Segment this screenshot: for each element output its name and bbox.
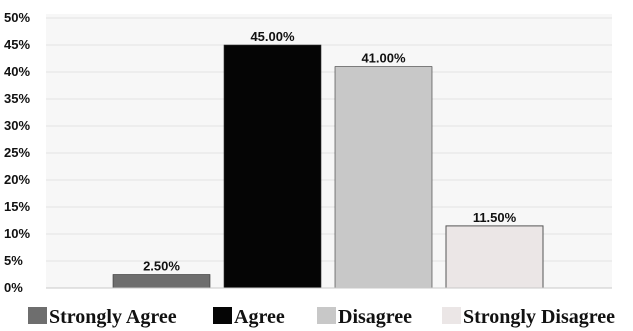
y-axis-ticks: 0% 5% 10% 15% 20% 25% 30% 35% 40% 45% 50% [4,10,30,295]
legend-swatch [317,307,336,324]
legend-label: Strongly Agree [49,306,177,328]
y-tick-label: 10% [4,226,30,241]
legend-swatch [28,307,47,324]
data-label: 41.00% [361,51,406,66]
legend-swatch [442,307,461,324]
bar-disagree [334,66,433,289]
data-label: 45.00% [250,29,295,44]
data-label: 11.50% [473,210,517,225]
legend-label: Disagree [338,306,412,328]
y-tick-label: 50% [4,10,30,25]
legend-label: Agree [234,306,285,328]
legend: Strongly Agree Agree Disagree Strongly Disa… [28,306,615,328]
bars [112,44,544,289]
y-tick-label: 30% [4,118,30,133]
y-tick-label: 0% [4,280,23,295]
bar-agree [223,44,322,289]
y-tick-label: 15% [4,199,30,214]
bar-strongly-agree [112,274,211,289]
y-tick-label: 45% [4,37,30,52]
legend-swatch [213,307,232,324]
y-tick-label: 35% [4,91,30,106]
bar-strongly-disagree [445,225,544,289]
y-tick-label: 5% [4,253,23,268]
legend-label: Strongly Disagree [463,306,615,328]
gridlines [46,17,612,289]
data-label: 2.50% [143,259,180,274]
data-labels: 2.50% 45.00% 41.00% 11.50% [143,29,517,274]
y-tick-label: 40% [4,64,30,79]
y-tick-label: 20% [4,172,30,187]
y-tick-label: 25% [4,145,30,160]
